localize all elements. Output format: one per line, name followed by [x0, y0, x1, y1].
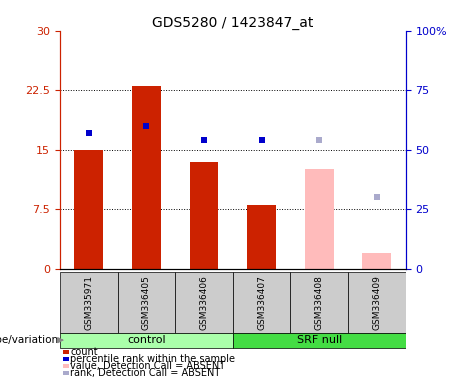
Text: GSM336405: GSM336405	[142, 275, 151, 330]
Polygon shape	[63, 357, 69, 361]
Polygon shape	[60, 333, 233, 348]
Polygon shape	[118, 272, 175, 333]
Text: genotype/variation: genotype/variation	[0, 335, 59, 345]
Text: GSM336407: GSM336407	[257, 275, 266, 330]
Polygon shape	[63, 371, 69, 375]
Bar	[247, 205, 276, 268]
Polygon shape	[233, 333, 406, 348]
Bar	[305, 169, 334, 268]
Bar	[132, 86, 161, 268]
Text: GSM336409: GSM336409	[372, 275, 381, 330]
Text: GSM335971: GSM335971	[84, 275, 93, 330]
Text: SRF null: SRF null	[296, 335, 342, 345]
Bar	[74, 150, 103, 268]
Text: GSM336406: GSM336406	[200, 275, 208, 330]
Text: rank, Detection Call = ABSENT: rank, Detection Call = ABSENT	[70, 368, 220, 378]
Polygon shape	[63, 364, 69, 368]
Text: percentile rank within the sample: percentile rank within the sample	[70, 354, 235, 364]
Polygon shape	[348, 272, 406, 333]
Title: GDS5280 / 1423847_at: GDS5280 / 1423847_at	[152, 16, 313, 30]
Text: value, Detection Call = ABSENT: value, Detection Call = ABSENT	[70, 361, 225, 371]
Text: GSM336408: GSM336408	[315, 275, 324, 330]
Polygon shape	[233, 272, 290, 333]
Polygon shape	[175, 272, 233, 333]
Polygon shape	[60, 272, 118, 333]
Polygon shape	[63, 350, 69, 354]
Text: control: control	[127, 335, 165, 345]
Text: count: count	[70, 347, 98, 357]
Bar	[189, 162, 219, 268]
Bar	[362, 253, 391, 268]
Polygon shape	[290, 272, 348, 333]
